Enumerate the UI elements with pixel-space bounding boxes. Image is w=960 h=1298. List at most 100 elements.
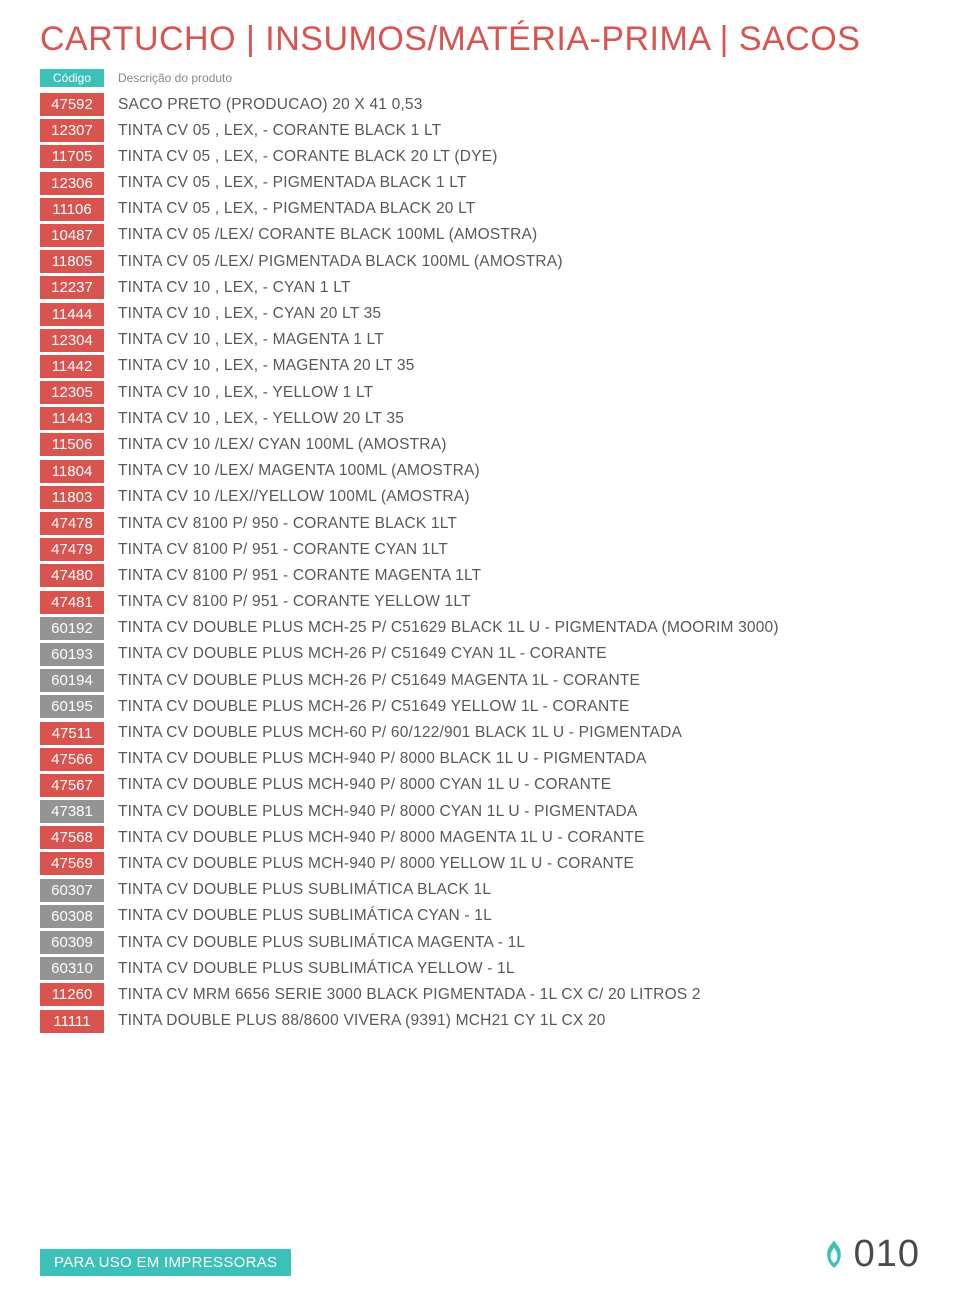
product-description: TINTA CV 05 /LEX/ CORANTE BLACK 100ML (A… (118, 226, 537, 244)
product-code-badge: 47592 (40, 93, 104, 116)
product-code-badge: 11106 (40, 198, 104, 221)
product-description: TINTA CV DOUBLE PLUS SUBLIMÁTICA CYAN - … (118, 907, 492, 925)
product-description: TINTA CV 8100 P/ 951 - CORANTE MAGENTA 1… (118, 567, 481, 585)
footer-category-badge: PARA USO EM IMPRESSORAS (40, 1249, 291, 1276)
product-code-badge: 60308 (40, 905, 104, 928)
table-row: 47478TINTA CV 8100 P/ 950 - CORANTE BLAC… (40, 512, 920, 535)
table-row: 47567TINTA CV DOUBLE PLUS MCH-940 P/ 800… (40, 774, 920, 797)
page-title: CARTUCHO | INSUMOS/MATÉRIA-PRIMA | SACOS (40, 20, 920, 59)
table-row: 11106 TINTA CV 05 , LEX, - PIGMENTADA BLA… (40, 198, 920, 221)
product-description: TINTA CV 10 /LEX/ MAGENTA 100ML (AMOSTRA… (118, 462, 480, 480)
product-code-badge: 60195 (40, 695, 104, 718)
product-code-badge: 60192 (40, 617, 104, 640)
table-row: 47569TINTA CV DOUBLE PLUS MCH-940 P/ 800… (40, 852, 920, 875)
code-column-header: Código (40, 69, 104, 87)
table-row: 11506 TINTA CV 10 /LEX/ CYAN 100ML (AMOST… (40, 433, 920, 456)
product-description: TINTA CV DOUBLE PLUS SUBLIMÁTICA BLACK 1… (118, 881, 491, 899)
product-code-badge: 60193 (40, 643, 104, 666)
table-row: 47381 TINTA CV DOUBLE PLUS MCH-940 P/ 800… (40, 800, 920, 823)
product-description: TINTA CV DOUBLE PLUS MCH-26 P/ C51649 CY… (118, 645, 607, 663)
product-code-badge: 11111 (40, 1010, 104, 1033)
product-description: TINTA CV DOUBLE PLUS MCH-60 P/ 60/122/90… (118, 724, 682, 742)
table-row: 11443TINTA CV 10 , LEX, - YELLOW 20 LT 3… (40, 407, 920, 430)
page-footer: PARA USO EM IMPRESSORAS 010 (40, 1233, 920, 1276)
product-description: TINTA CV 05 /LEX/ PIGMENTADA BLACK 100ML… (118, 253, 563, 271)
table-row: 47568TINTA CV DOUBLE PLUS MCH-940 P/ 800… (40, 826, 920, 849)
product-description: TINTA CV DOUBLE PLUS MCH-25 P/ C51629 BL… (118, 619, 779, 637)
product-description: TINTA DOUBLE PLUS 88/8600 VIVERA (9391) … (118, 1012, 606, 1030)
table-row: 60310 TINTA CV DOUBLE PLUS SUBLIMÁTICA YE… (40, 957, 920, 980)
product-code-badge: 60309 (40, 931, 104, 954)
product-description: TINTA CV DOUBLE PLUS MCH-26 P/ C51649 YE… (118, 698, 630, 716)
product-code-badge: 47381 (40, 800, 104, 823)
product-description: TINTA CV 8100 P/ 951 - CORANTE CYAN 1LT (118, 541, 448, 559)
product-code-badge: 10487 (40, 224, 104, 247)
table-row: 60192 TINTA CV DOUBLE PLUS MCH-25 P/ C516… (40, 617, 920, 640)
product-description: TINTA CV 05 , LEX, - PIGMENTADA BLACK 20… (118, 200, 475, 218)
product-code-badge: 12305 (40, 381, 104, 404)
product-description: TINTA CV DOUBLE PLUS SUBLIMÁTICA MAGENTA… (118, 934, 525, 952)
product-description: TINTA CV DOUBLE PLUS SUBLIMÁTICA YELLOW … (118, 960, 515, 978)
product-description: TINTA CV 10 , LEX, - MAGENTA 1 LT (118, 331, 384, 349)
product-description: TINTA CV 10 /LEX/ CYAN 100ML (AMOSTRA) (118, 436, 447, 454)
product-description: TINTA CV DOUBLE PLUS MCH-940 P/ 8000 CYA… (118, 776, 611, 794)
table-row: 12305 TINTA CV 10 , LEX, - YELLOW 1 LT (40, 381, 920, 404)
table-row: 11111 TINTA DOUBLE PLUS 88/8600 VIVERA (9… (40, 1010, 920, 1033)
product-code-badge: 11260 (40, 983, 104, 1006)
table-row: 10487 TINTA CV 05 /LEX/ CORANTE BLACK 100… (40, 224, 920, 247)
table-row: 47566 TINTA CV DOUBLE PLUS MCH-940 P/ 800… (40, 748, 920, 771)
table-row: 60193 TINTA CV DOUBLE PLUS MCH-26 P/ C516… (40, 643, 920, 666)
page-number: 010 (820, 1233, 920, 1276)
product-code-badge: 47478 (40, 512, 104, 535)
product-description: TINTA CV 10 , LEX, - CYAN 20 LT 35 (118, 305, 381, 323)
table-row: 47511 TINTA CV DOUBLE PLUS MCH-60 P/ 60/1… (40, 722, 920, 745)
table-row: 11260TINTA CV MRM 6656 SERIE 3000 BLACK … (40, 983, 920, 1006)
product-code-badge: 11443 (40, 407, 104, 430)
product-code-badge: 47481 (40, 591, 104, 614)
table-row: 47481 TINTA CV 8100 P/ 951 - CORANTE YELL… (40, 591, 920, 614)
table-row: 12307 TINTA CV 05 , LEX, - CORANTE BLACK … (40, 119, 920, 142)
product-code-badge: 11804 (40, 460, 104, 483)
table-row: 60308 TINTA CV DOUBLE PLUS SUBLIMÁTICA CY… (40, 905, 920, 928)
flame-icon (820, 1238, 848, 1270)
table-row: 12237TINTA CV 10 , LEX, - CYAN 1 LT (40, 276, 920, 299)
product-code-badge: 11442 (40, 355, 104, 378)
product-code-badge: 47480 (40, 564, 104, 587)
product-code-badge: 11705 (40, 145, 104, 168)
product-code-badge: 11444 (40, 303, 104, 326)
table-row: 60309 TINTA CV DOUBLE PLUS SUBLIMÁTICA MA… (40, 931, 920, 954)
product-code-badge: 47511 (40, 722, 104, 745)
table-row: 11805 TINTA CV 05 /LEX/ PIGMENTADA BLACK … (40, 250, 920, 273)
table-header-row: Código Descrição do produto (40, 69, 920, 87)
product-description: TINTA CV 10 , LEX, - MAGENTA 20 LT 35 (118, 357, 415, 375)
table-row: 60194TINTA CV DOUBLE PLUS MCH-26 P/ C516… (40, 669, 920, 692)
product-code-badge: 60194 (40, 669, 104, 692)
product-code-badge: 11805 (40, 250, 104, 273)
table-row: 47592SACO PRETO (PRODUCAO) 20 X 41 0,53 (40, 93, 920, 116)
product-code-badge: 47479 (40, 538, 104, 561)
table-row: 11705 TINTA CV 05 , LEX, - CORANTE BLACK … (40, 145, 920, 168)
product-description: TINTA CV 05 , LEX, - CORANTE BLACK 20 LT… (118, 148, 498, 166)
table-row: 11804 TINTA CV 10 /LEX/ MAGENTA 100ML (AM… (40, 460, 920, 483)
table-row: 60195 TINTA CV DOUBLE PLUS MCH-26 P/ C516… (40, 695, 920, 718)
product-code-badge: 47566 (40, 748, 104, 771)
product-code-badge: 60310 (40, 957, 104, 980)
table-row: 12304 TINTA CV 10 , LEX, - MAGENTA 1 LT (40, 329, 920, 352)
product-description: TINTA CV 10 , LEX, - YELLOW 1 LT (118, 384, 373, 402)
product-description: TINTA CV 10 /LEX//YELLOW 100ML (AMOSTRA) (118, 488, 470, 506)
product-code-badge: 47569 (40, 852, 104, 875)
product-description: TINTA CV 10 , LEX, - CYAN 1 LT (118, 279, 351, 297)
table-row: 11803TINTA CV 10 /LEX//YELLOW 100ML (AMO… (40, 486, 920, 509)
product-code-badge: 12304 (40, 329, 104, 352)
description-column-header: Descrição do produto (118, 71, 232, 85)
product-description: TINTA CV 8100 P/ 951 - CORANTE YELLOW 1L… (118, 593, 471, 611)
product-description: TINTA CV DOUBLE PLUS MCH-940 P/ 8000 CYA… (118, 803, 637, 821)
product-description: TINTA CV 05 , LEX, - CORANTE BLACK 1 LT (118, 122, 441, 140)
product-table: 47592SACO PRETO (PRODUCAO) 20 X 41 0,53 1… (40, 93, 920, 1036)
table-row: 47480 TINTA CV 8100 P/ 951 - CORANTE MAGE… (40, 564, 920, 587)
product-code-badge: 11506 (40, 433, 104, 456)
product-code-badge: 12307 (40, 119, 104, 142)
product-description: TINTA CV 05 , LEX, - PIGMENTADA BLACK 1 … (118, 174, 467, 192)
table-row: 12306TINTA CV 05 , LEX, - PIGMENTADA BLA… (40, 172, 920, 195)
product-description: TINTA CV DOUBLE PLUS MCH-940 P/ 8000 BLA… (118, 750, 647, 768)
